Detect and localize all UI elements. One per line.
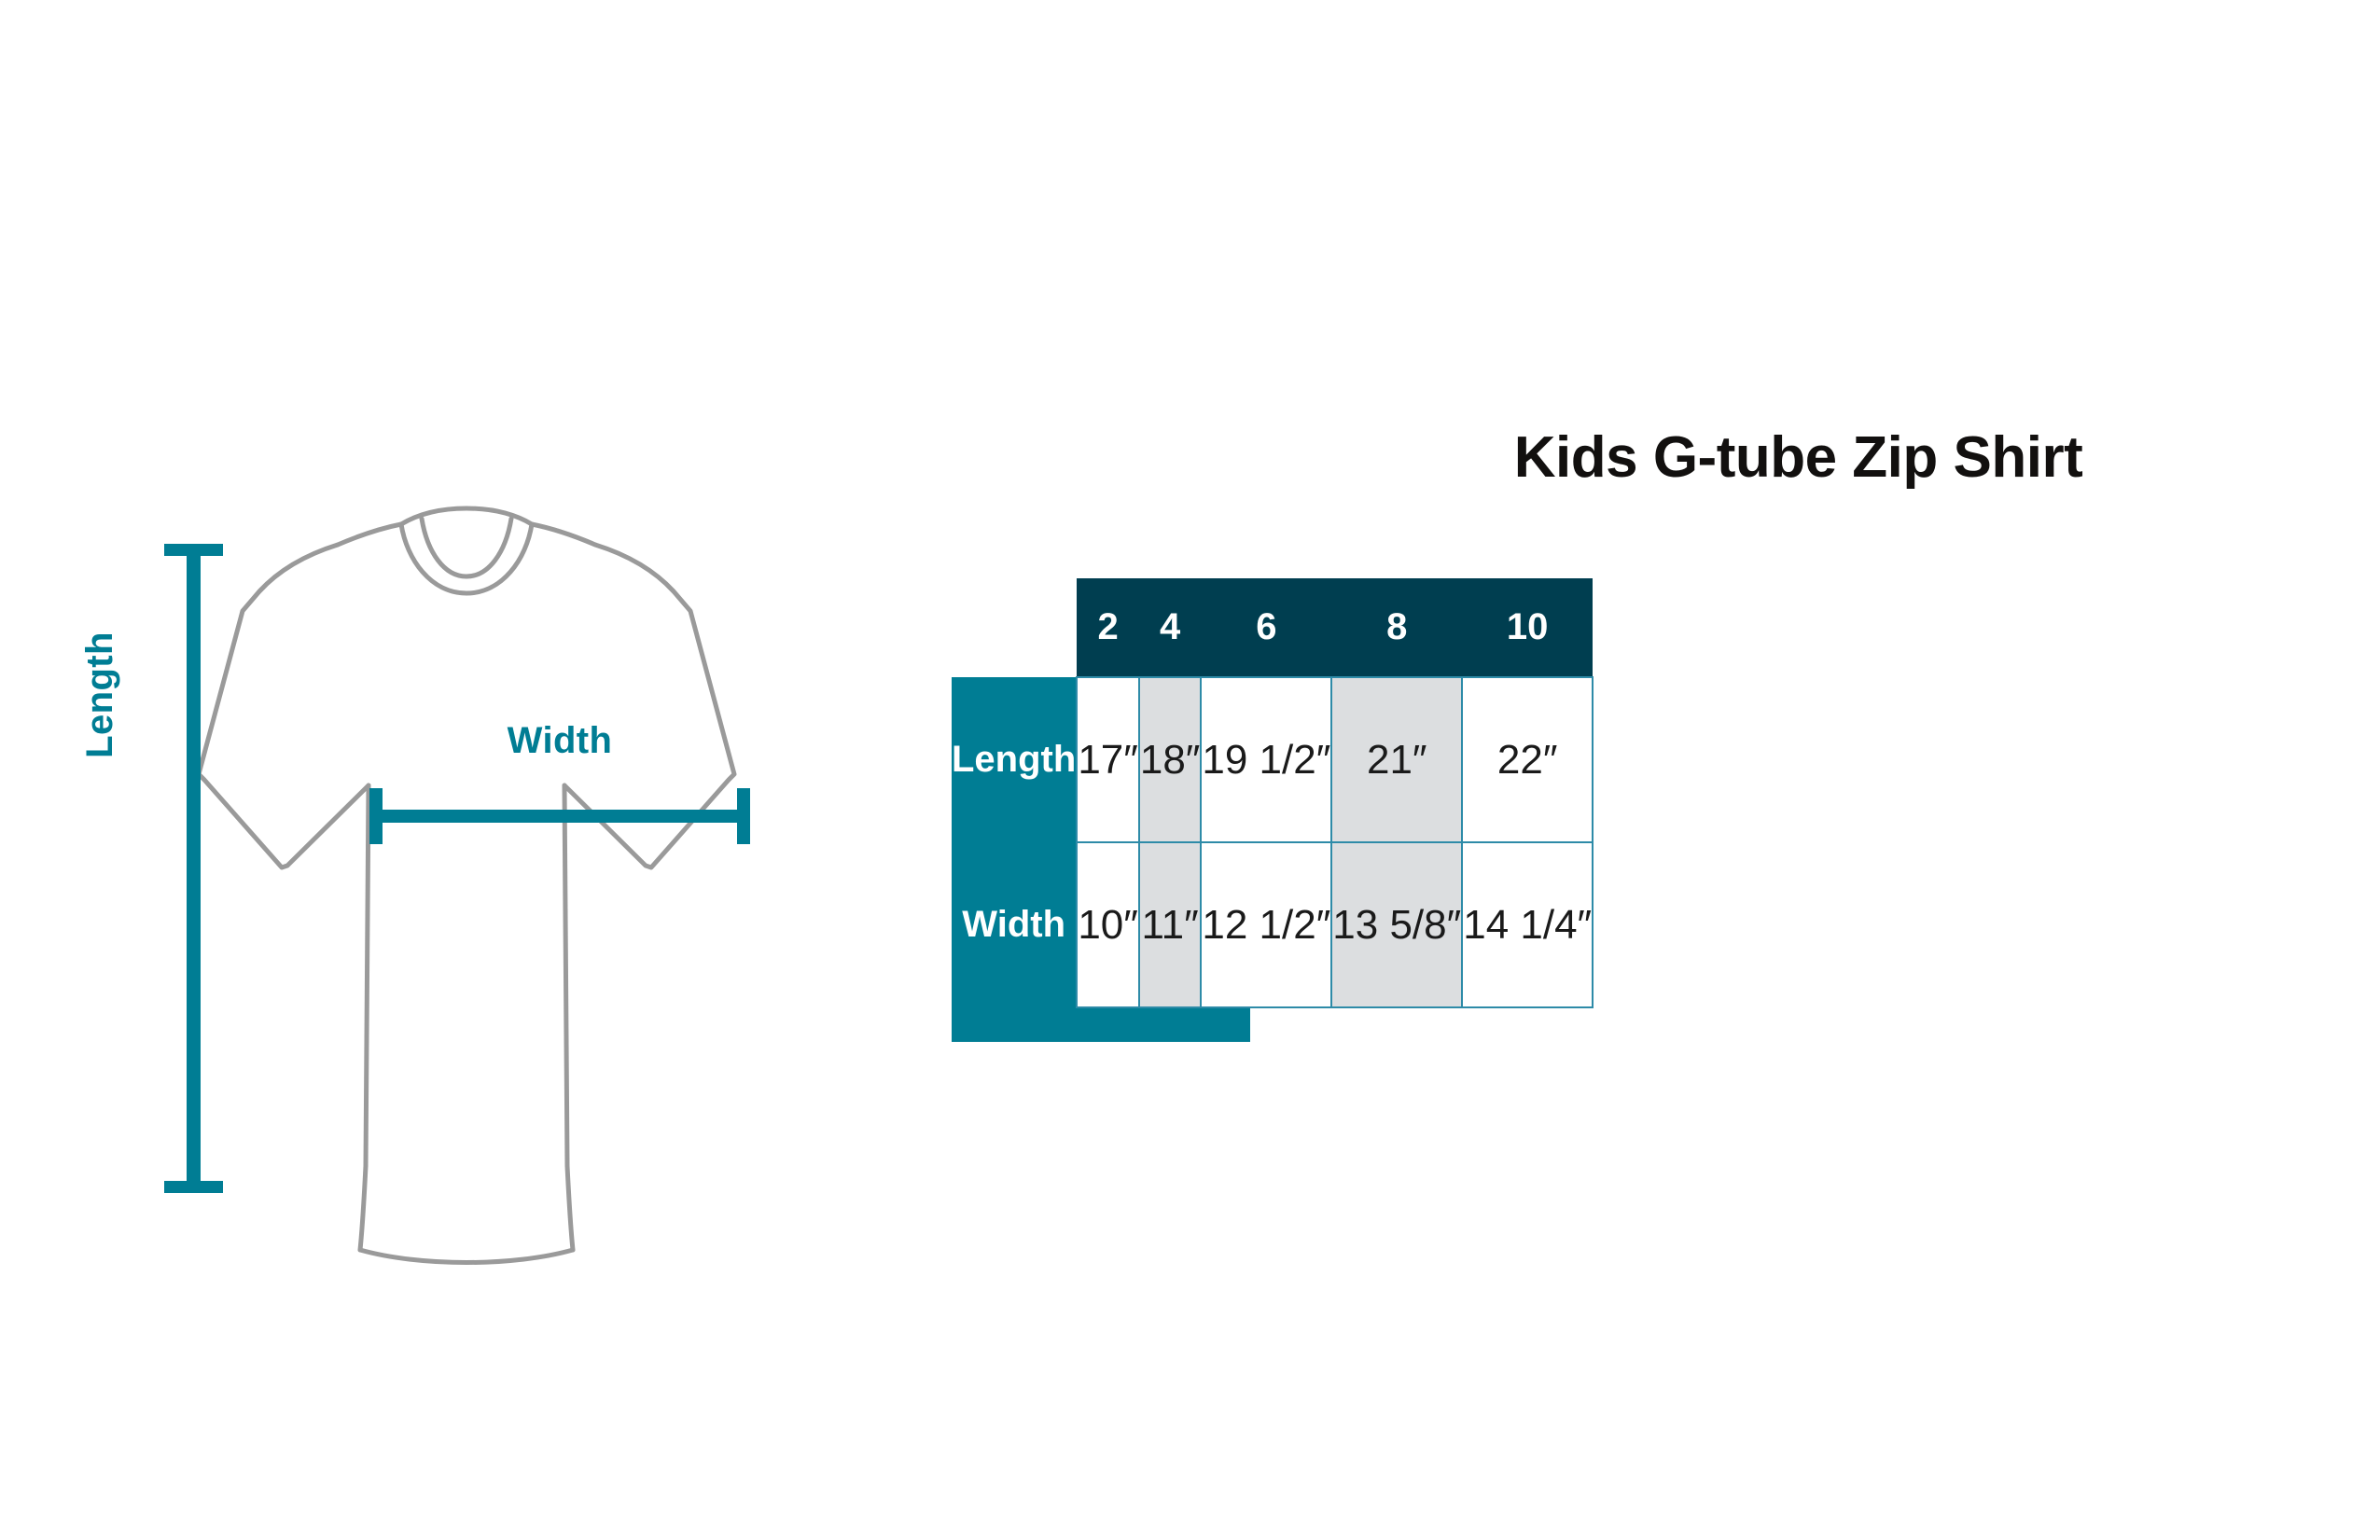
table-header-row: 2 4 6 8 10 — [952, 578, 1594, 677]
size-header-8: 8 — [1331, 578, 1463, 677]
cell-length-size-8: 21″ — [1330, 676, 1464, 843]
size-header-6: 6 — [1201, 578, 1332, 677]
table-row: Length 17″ 18″ 19 1/2″ 21″ 22″ — [952, 676, 1594, 843]
row-label-length: Length — [952, 677, 1078, 842]
size-header-10: 10 — [1462, 578, 1594, 677]
cell-width-size-10: 14 1/4″ — [1461, 841, 1594, 1008]
width-axis-label: Width — [507, 720, 613, 761]
size-header-2: 2 — [1077, 578, 1139, 677]
row-label-width: Width — [952, 842, 1078, 1007]
size-chart-table: 2 4 6 8 10 Length 17″ 18″ 19 1/2″ 21″ 22… — [952, 578, 1594, 1008]
shirt-outline-illustration — [164, 506, 750, 1265]
cell-length-size-2: 17″ — [1076, 676, 1140, 843]
table-row: Width 10″ 11″ 12 1/2″ 13 5/8″ 14 1/4″ — [952, 841, 1594, 1008]
cell-length-size-6: 19 1/2″ — [1200, 676, 1333, 843]
cell-length-size-4: 18″ — [1137, 676, 1203, 843]
cell-width-size-4: 11″ — [1137, 841, 1203, 1008]
page-title: Kids G-tube Zip Shirt — [1513, 425, 2083, 490]
cell-width-size-2: 10″ — [1076, 841, 1140, 1008]
table-corner-cell — [952, 578, 1078, 677]
cell-length-size-10: 22″ — [1461, 676, 1594, 843]
label-column-extension — [952, 1003, 1250, 1042]
length-dimension-marker — [164, 544, 223, 1193]
cell-width-size-6: 12 1/2″ — [1200, 841, 1333, 1008]
cell-width-size-8: 13 5/8″ — [1330, 841, 1464, 1008]
shirt-measurement-diagram: Length Width — [0, 0, 933, 1540]
size-header-4: 4 — [1138, 578, 1202, 677]
length-axis-label: Length — [79, 631, 120, 758]
width-dimension-marker — [369, 788, 750, 844]
